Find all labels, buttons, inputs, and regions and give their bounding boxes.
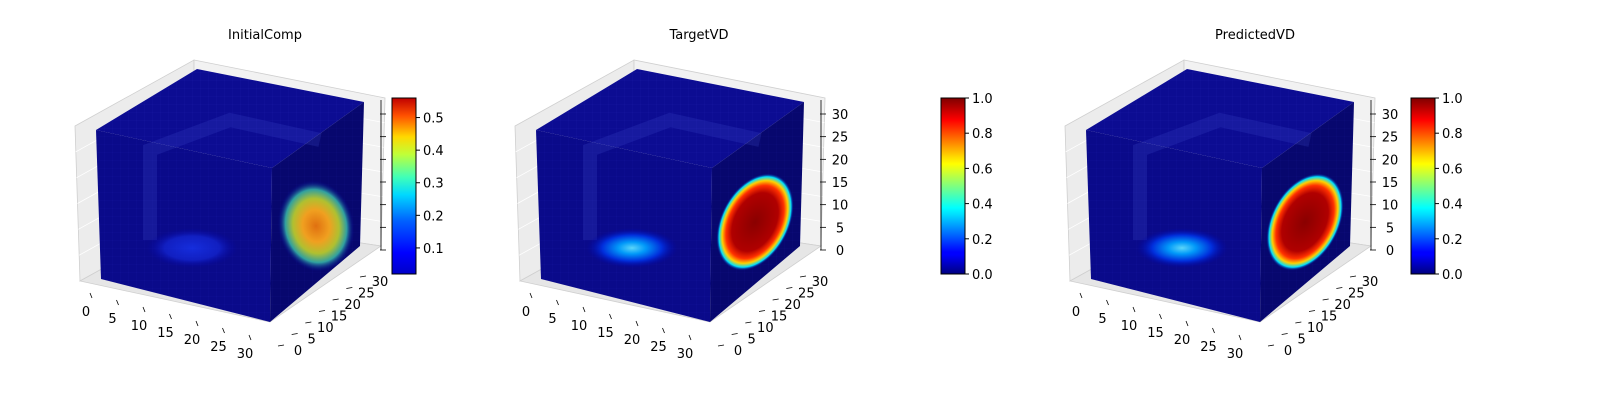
- x-tick-label: 20: [184, 333, 201, 348]
- front-blob: [146, 228, 238, 268]
- colorbar-tick-label: 0.4: [423, 144, 444, 159]
- y-tick-label: 10: [317, 321, 334, 336]
- colorbar-tick-label: 0.0: [972, 268, 993, 283]
- colorbar-gradient: [391, 97, 417, 275]
- y-tick-label: 15: [771, 310, 788, 325]
- x-tick-label: 30: [237, 347, 254, 362]
- colorbar-tick-label: 0.8: [972, 127, 993, 142]
- z-tick-label: 25: [1382, 131, 1399, 146]
- x-tick-label: 0: [82, 305, 90, 320]
- z-tick-label: 5: [836, 221, 844, 236]
- y-tick-label: 10: [757, 321, 774, 336]
- x-tick-label: 5: [1098, 312, 1106, 327]
- colorbar-tick-label: 0.6: [972, 162, 993, 177]
- colorbar-tick-label: 0.4: [1442, 198, 1463, 213]
- z-tick-label: 5: [1386, 221, 1394, 236]
- front-blob: [586, 228, 678, 268]
- y-tick-label: 25: [358, 287, 375, 302]
- y-tick-label: 0: [734, 344, 742, 359]
- y-tick-label: 20: [784, 298, 801, 313]
- z-tick-label: 10: [1382, 199, 1399, 214]
- y-tick-label: 30: [1362, 275, 1379, 290]
- colorbar-gradient: [1410, 97, 1436, 275]
- x-tick-label: 15: [157, 326, 174, 341]
- front-blob: [1136, 228, 1228, 268]
- panel-title: InitialComp: [228, 28, 302, 43]
- y-tick-label: 5: [1298, 333, 1306, 348]
- z-tick-label: 25: [832, 131, 849, 146]
- z-tick-label: 0: [1386, 244, 1394, 259]
- y-tick-label: 30: [372, 275, 389, 290]
- x-tick-label: 20: [624, 333, 641, 348]
- colorbar-tick-label: 1.0: [1442, 92, 1463, 107]
- colorbar-tick-label: 0.2: [972, 233, 993, 248]
- colorbar-tick-label: 0.4: [972, 198, 993, 213]
- y-tick-label: 20: [344, 298, 361, 313]
- x-tick-label: 0: [522, 305, 530, 320]
- x-tick-label: 30: [1227, 347, 1244, 362]
- side-blob: [1266, 173, 1344, 271]
- side-blob: [716, 173, 794, 271]
- x-tick-label: 25: [650, 340, 667, 355]
- colorbar-tick-label: 0.1: [423, 242, 444, 257]
- y-tick-label: 20: [1334, 298, 1351, 313]
- x-tick-label: 15: [1147, 326, 1164, 341]
- y-tick-label: 25: [798, 287, 815, 302]
- panel-title: TargetVD: [668, 28, 728, 43]
- inner-structure: [143, 112, 322, 240]
- colorbar-tick-label: 0.0: [1442, 268, 1463, 283]
- x-tick-label: 10: [131, 319, 148, 334]
- colorbar-tick-label: 0.8: [1442, 127, 1463, 142]
- z-tick-label: 10: [832, 199, 849, 214]
- y-tick-label: 0: [294, 344, 302, 359]
- x-tick-label: 10: [1121, 319, 1138, 334]
- x-tick-label: 30: [677, 347, 694, 362]
- panel-title: PredictedVD: [1215, 28, 1295, 43]
- z-tick-label: 30: [1382, 108, 1399, 123]
- colorbar: 0.0 0.2 0.4 0.6 0.8 1.0: [1410, 92, 1463, 283]
- z-tick-label: 0: [836, 244, 844, 259]
- x-tick-label: 25: [1200, 340, 1217, 355]
- y-tick-label: 10: [1307, 321, 1324, 336]
- y-tick-label: 5: [748, 333, 756, 348]
- z-tick-label: 30: [832, 108, 849, 123]
- x-tick-label: 5: [108, 312, 116, 327]
- z-tick-label: 15: [832, 176, 849, 191]
- z-tick-label: 15: [1382, 176, 1399, 191]
- inner-structure: [583, 112, 762, 240]
- colorbar: 0.0 0.2 0.4 0.6 0.8 1.0: [940, 92, 993, 283]
- inner-structure: [1133, 112, 1312, 240]
- colorbar-gradient: [940, 97, 966, 275]
- colorbar-tick-label: 0.5: [423, 112, 444, 127]
- x-tick-label: 5: [548, 312, 556, 327]
- colorbar-tick-label: 0.3: [423, 177, 444, 192]
- z-tick-label: 20: [1382, 153, 1399, 168]
- colorbar-tick-label: 0.2: [423, 209, 444, 224]
- x-tick-label: 10: [571, 319, 588, 334]
- x-tick-label: 0: [1072, 305, 1080, 320]
- x-tick-label: 20: [1174, 333, 1191, 348]
- y-tick-label: 25: [1348, 287, 1365, 302]
- y-tick-label: 30: [812, 275, 829, 290]
- side-blob: [277, 180, 355, 272]
- colorbar-tick-label: 0.2: [1442, 233, 1463, 248]
- colorbar-tick-label: 0.6: [1442, 162, 1463, 177]
- x-tick-label: 25: [210, 340, 227, 355]
- y-tick-label: 15: [1321, 310, 1338, 325]
- colorbar: 0.1 0.2 0.3 0.4 0.5: [391, 97, 444, 275]
- y-tick-label: 15: [331, 310, 348, 325]
- x-tick-label: 15: [597, 326, 614, 341]
- z-tick-label: 20: [832, 153, 849, 168]
- colorbar-tick-label: 1.0: [972, 92, 993, 107]
- y-tick-label: 0: [1284, 344, 1292, 359]
- y-tick-label: 5: [308, 333, 316, 348]
